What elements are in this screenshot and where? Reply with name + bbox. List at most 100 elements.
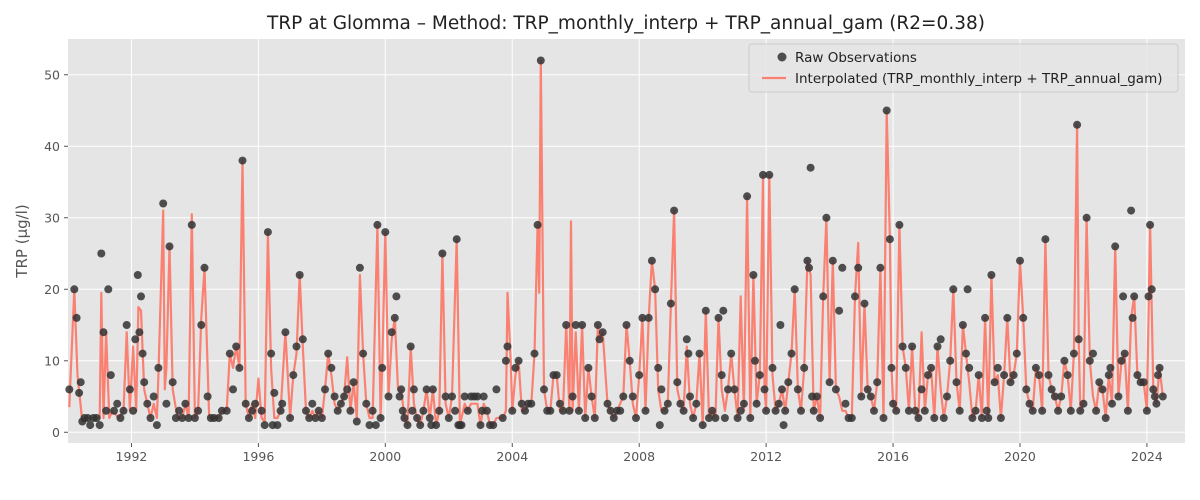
raw-observation-point [920, 406, 929, 415]
raw-observation-point [1117, 356, 1126, 365]
raw-observation-point [866, 392, 875, 401]
raw-observation-point [305, 414, 314, 422]
raw-observation-point [1050, 392, 1059, 401]
raw-observation-point [197, 321, 206, 329]
raw-observation-point [1150, 392, 1159, 401]
raw-observation-point [302, 406, 310, 415]
raw-observation-point [75, 388, 84, 397]
raw-observation-point [1127, 206, 1136, 215]
raw-observation-point [654, 363, 663, 372]
raw-observation-point [787, 349, 796, 358]
raw-observation-point [797, 406, 805, 415]
raw-observation-point [930, 414, 939, 422]
raw-observation-point [276, 406, 285, 415]
raw-observation-point [503, 342, 512, 351]
raw-observation-point [1073, 120, 1082, 129]
raw-observation-point [571, 321, 580, 329]
scatter-series-layer [65, 56, 1167, 430]
raw-observation-point [168, 378, 177, 387]
raw-observation-point [762, 406, 771, 415]
raw-observation-point [1155, 363, 1164, 372]
raw-observation-point [835, 306, 844, 315]
raw-observation-point [663, 399, 672, 408]
raw-observation-point [324, 349, 333, 358]
raw-observation-point [670, 206, 679, 215]
raw-observation-point [527, 399, 536, 408]
raw-observation-point [606, 406, 615, 415]
raw-observation-point [751, 356, 759, 365]
raw-observation-point [581, 414, 590, 422]
raw-observation-point [809, 406, 818, 415]
raw-observation-point [1047, 385, 1056, 394]
raw-observation-point [619, 392, 628, 401]
raw-observation-point [479, 392, 488, 401]
raw-observation-point [984, 414, 993, 422]
raw-observation-point [448, 392, 456, 401]
raw-observation-point [784, 378, 793, 387]
raw-observation-point [1152, 399, 1161, 408]
raw-observation-point [1041, 235, 1050, 244]
raw-observation-point [378, 363, 387, 372]
raw-observation-point [140, 378, 149, 387]
raw-observation-point [981, 313, 990, 322]
raw-observation-point [831, 385, 840, 394]
raw-observation-point [409, 385, 418, 394]
raw-observation-point [933, 342, 942, 351]
raw-observation-point [574, 406, 583, 415]
raw-observation-point [321, 385, 329, 394]
raw-observation-point [371, 421, 380, 430]
raw-observation-point [1147, 285, 1156, 294]
raw-observation-point [987, 271, 996, 279]
raw-observation-point [308, 399, 317, 408]
raw-observation-point [1146, 220, 1155, 229]
raw-observation-point [92, 414, 101, 422]
raw-observation-point [1142, 406, 1151, 415]
raw-observation-point [187, 220, 196, 229]
raw-observation-point [595, 335, 604, 344]
raw-observation-point [70, 285, 79, 294]
raw-observation-point [346, 406, 355, 415]
raw-observation-point [1022, 385, 1031, 394]
raw-observation-point [828, 256, 837, 265]
raw-observation-point [719, 306, 728, 315]
raw-observation-point [1114, 392, 1123, 401]
raw-observation-point [355, 263, 364, 272]
raw-observation-point [847, 414, 856, 422]
raw-observation-point [924, 371, 932, 380]
raw-observation-point [214, 414, 223, 422]
plot-area [68, 39, 1185, 443]
raw-observation-point [413, 414, 422, 422]
raw-observation-point [736, 406, 745, 415]
raw-observation-point [1025, 399, 1034, 408]
raw-observation-point [511, 363, 520, 372]
raw-observation-point [248, 406, 257, 415]
raw-observation-point [806, 163, 815, 172]
raw-observation-point [1149, 385, 1158, 394]
raw-observation-point [368, 406, 377, 415]
raw-observation-point [1074, 335, 1083, 344]
raw-observation-point [805, 263, 813, 272]
raw-observation-point [492, 385, 501, 394]
raw-observation-point [530, 349, 539, 358]
raw-observation-point [1066, 406, 1075, 415]
raw-observation-point [887, 363, 896, 372]
raw-observation-point [689, 414, 698, 422]
raw-observation-point [965, 363, 974, 372]
x-tick-label: 2008 [623, 449, 655, 464]
raw-observation-point [727, 349, 736, 358]
raw-observation-point [793, 385, 802, 394]
raw-observation-point [962, 349, 970, 358]
raw-observation-point [1079, 399, 1088, 408]
raw-observation-point [473, 392, 482, 401]
raw-observation-point [432, 421, 441, 430]
raw-observation-point [901, 363, 910, 372]
raw-observation-point [982, 406, 991, 415]
raw-observation-point [698, 421, 707, 430]
raw-observation-point [939, 414, 948, 422]
raw-observation-point [102, 406, 111, 415]
raw-observation-point [635, 371, 644, 380]
raw-observation-point [1082, 213, 1091, 222]
raw-observation-point [949, 285, 958, 294]
raw-observation-point [517, 399, 526, 408]
raw-observation-point [692, 399, 701, 408]
